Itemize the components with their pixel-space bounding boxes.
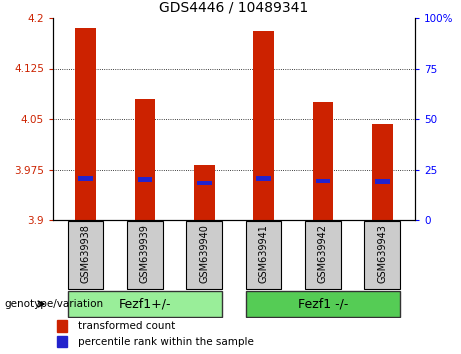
Bar	[194, 165, 215, 220]
FancyBboxPatch shape	[187, 221, 222, 289]
Bar	[197, 181, 212, 185]
FancyBboxPatch shape	[127, 221, 163, 289]
Text: Fezf1 -/-: Fezf1 -/-	[298, 297, 348, 310]
Bar	[57, 336, 67, 347]
FancyBboxPatch shape	[365, 221, 400, 289]
Bar	[135, 99, 155, 220]
Text: GSM639942: GSM639942	[318, 224, 328, 283]
Bar	[313, 102, 333, 220]
FancyBboxPatch shape	[68, 221, 103, 289]
Text: GSM639941: GSM639941	[259, 224, 269, 283]
Bar	[75, 28, 96, 220]
Text: transformed count: transformed count	[78, 321, 176, 331]
Title: GDS4446 / 10489341: GDS4446 / 10489341	[160, 0, 308, 14]
FancyBboxPatch shape	[246, 291, 400, 316]
Bar	[57, 320, 67, 332]
Bar	[256, 176, 271, 181]
Bar	[78, 176, 93, 181]
Text: genotype/variation: genotype/variation	[5, 299, 104, 309]
FancyBboxPatch shape	[246, 221, 281, 289]
Bar	[372, 124, 393, 220]
Bar	[138, 177, 152, 182]
Text: GSM639940: GSM639940	[199, 224, 209, 283]
FancyBboxPatch shape	[305, 221, 341, 289]
FancyBboxPatch shape	[68, 291, 222, 316]
Text: GSM639939: GSM639939	[140, 224, 150, 283]
Bar	[375, 179, 390, 184]
Text: GSM639943: GSM639943	[377, 224, 387, 283]
Bar	[316, 178, 330, 183]
Text: Fezf1+/-: Fezf1+/-	[119, 297, 171, 310]
Bar	[253, 32, 274, 220]
Text: GSM639938: GSM639938	[81, 224, 91, 283]
Text: percentile rank within the sample: percentile rank within the sample	[78, 337, 254, 347]
